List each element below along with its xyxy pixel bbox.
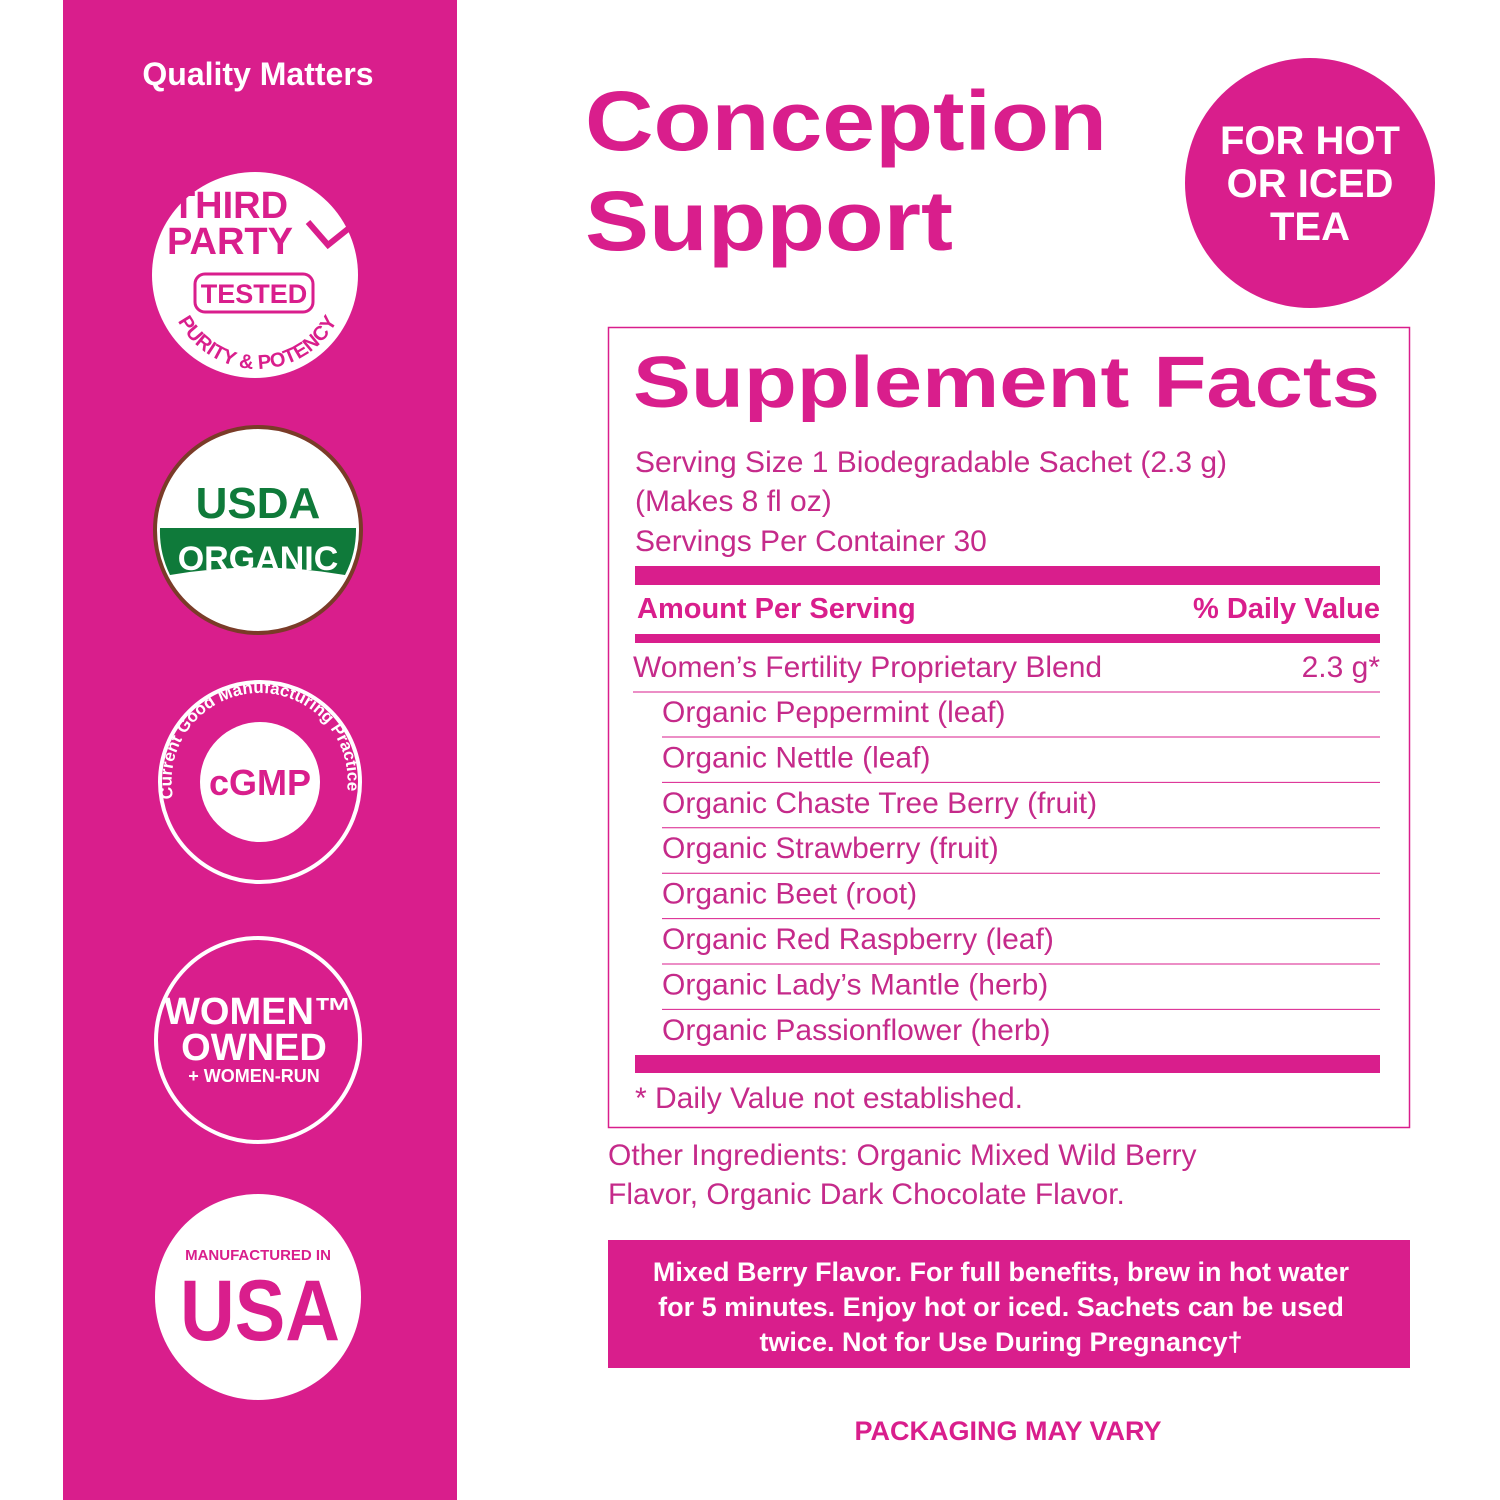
ingredient: Organic Beet (root) — [662, 878, 917, 911]
instructions-box — [608, 1240, 1410, 1368]
blend-amount: 2.3 g* — [1302, 651, 1381, 684]
badge-text: MANUFACTURED IN — [185, 1247, 331, 1264]
badge-cgmp — [158, 680, 362, 884]
badge-women — [154, 936, 362, 1144]
badge-text: TESTED — [201, 279, 308, 309]
bar — [635, 634, 1380, 643]
ingredient: Organic Strawberry (fruit) — [662, 832, 999, 865]
facts-title: Supplement Facts — [633, 343, 1380, 423]
usda-band — [159, 528, 357, 575]
tea-badge — [1185, 58, 1435, 308]
ingredient: Organic Red Raspberry (leaf) — [662, 923, 1054, 956]
title: Support — [585, 174, 953, 268]
badge-text: USDA — [196, 479, 321, 528]
badge-text: cGMP — [209, 762, 311, 803]
other-ingredients: Flavor, Organic Dark Chocolate Flavor. — [608, 1178, 1125, 1211]
tea-badge-text: TEA — [1270, 205, 1350, 249]
ingredient: Organic Peppermint (leaf) — [662, 696, 1005, 729]
sidebar-heading: Quality Matters — [142, 56, 373, 92]
footnote: * Daily Value not established. — [635, 1082, 1023, 1115]
ingredient: Organic Lady’s Mantle (herb) — [662, 968, 1048, 1001]
serving-text: (Makes 8 fl oz) — [635, 485, 832, 518]
ingredient: Organic Passionflower (herb) — [662, 1014, 1051, 1047]
badge-text: PARTY — [167, 221, 293, 263]
badge-text: USA — [180, 1263, 340, 1359]
ingredient: Organic Nettle (leaf) — [662, 741, 930, 774]
instructions: twice. Not for Use During Pregnancy† — [759, 1327, 1242, 1357]
facts-box — [607, 326, 1411, 1129]
badge-inner — [200, 722, 320, 842]
badge-text: OWNED — [181, 1027, 327, 1069]
tea-badge-text: OR ICED — [1227, 162, 1394, 206]
column-header: % Daily Value — [1193, 593, 1380, 625]
instructions: Mixed Berry Flavor. For full benefits, b… — [653, 1257, 1350, 1287]
badge-text: ORGANIC — [178, 540, 339, 578]
serving-text: Serving Size 1 Biodegradable Sachet (2.3… — [635, 446, 1227, 479]
badge-text: + WOMEN-RUN — [188, 1066, 320, 1086]
badge-text: THIRD — [172, 185, 288, 227]
title: Conception — [585, 74, 1107, 168]
thick-bar — [635, 1055, 1380, 1073]
other-ingredients: Other Ingredients: Organic Mixed Wild Be… — [608, 1139, 1197, 1172]
packaging-note: PACKAGING MAY VARY — [854, 1416, 1161, 1446]
ingredient: Organic Chaste Tree Berry (fruit) — [662, 787, 1097, 820]
badge-usa — [155, 1194, 361, 1400]
badge-text: WOMEN™ — [164, 991, 352, 1033]
check-icon — [305, 202, 380, 250]
instructions: for 5 minutes. Enjoy hot or iced. Sachet… — [658, 1292, 1344, 1322]
thick-bar — [635, 566, 1380, 585]
tested-box — [193, 272, 315, 314]
blend-name: Women’s Fertility Proprietary Blend — [633, 651, 1102, 684]
column-header: Amount Per Serving — [637, 593, 916, 625]
tea-badge-text: FOR HOT — [1220, 119, 1400, 163]
serving-text: Servings Per Container 30 — [635, 525, 987, 558]
